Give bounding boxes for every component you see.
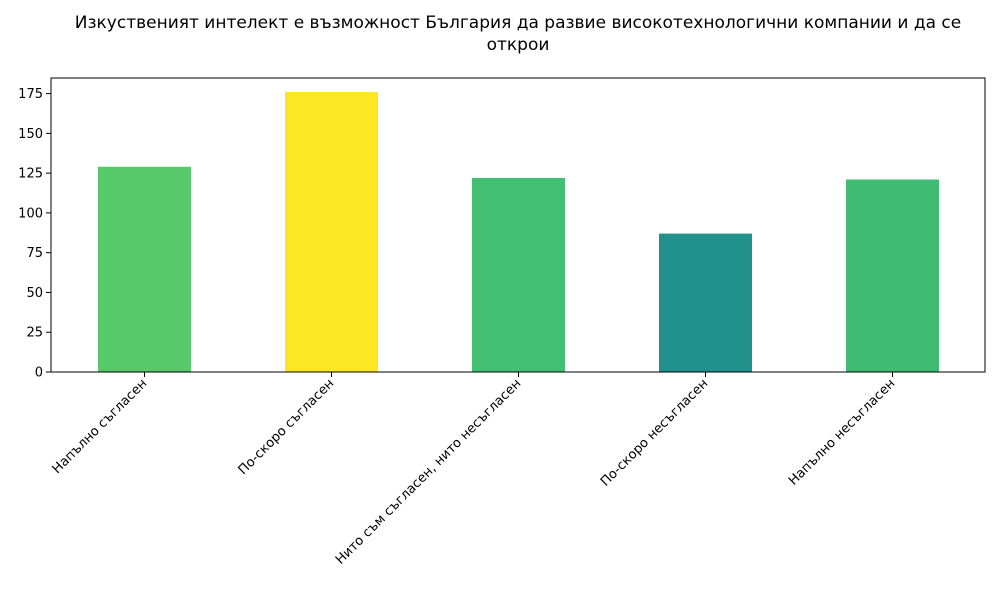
y-tick-label-2: 50 bbox=[26, 286, 43, 301]
x-tick-label-3: По-скоро несъгласен bbox=[598, 376, 711, 489]
bar-3 bbox=[659, 233, 752, 372]
bar-4 bbox=[846, 179, 939, 372]
x-tick-label-1: По-скоро съгласен bbox=[236, 376, 338, 478]
x-tick-label-4: Напълно несъгласен bbox=[786, 376, 898, 488]
y-tick-label-7: 175 bbox=[18, 87, 43, 102]
y-tick-label-0: 0 bbox=[35, 366, 43, 381]
bars-group bbox=[98, 92, 939, 372]
x-tick-label-0: Напълно съгласен bbox=[50, 376, 151, 477]
chart-title-line-1: Изкуственият интелект е възможност Бълга… bbox=[75, 13, 961, 33]
y-tick-label-3: 75 bbox=[26, 246, 43, 261]
bar-0 bbox=[98, 166, 191, 372]
y-axis: 0 25 50 75 100 125 150 175 bbox=[18, 87, 51, 381]
bar-1 bbox=[285, 92, 378, 372]
plot-frame bbox=[50, 77, 986, 373]
y-tick-label-5: 125 bbox=[18, 167, 43, 182]
y-tick-label-6: 150 bbox=[18, 127, 43, 142]
x-tick-label-2: Нито съм съгласен, нито несъгласен bbox=[333, 376, 524, 567]
bar-2 bbox=[472, 177, 565, 372]
y-tick-label-4: 100 bbox=[18, 206, 43, 221]
y-tick-label-1: 25 bbox=[26, 326, 43, 341]
chart-title-line-2: открои bbox=[487, 35, 550, 55]
